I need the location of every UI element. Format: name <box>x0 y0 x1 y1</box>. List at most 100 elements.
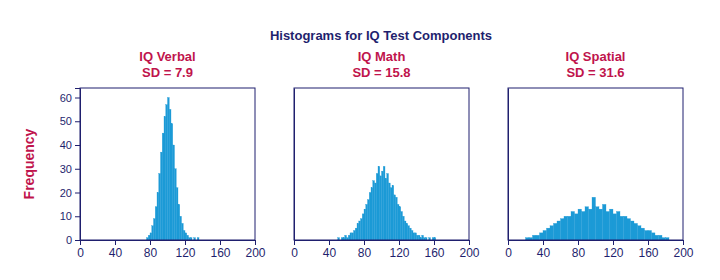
y-tick-label: 0 <box>66 234 72 246</box>
y-tick: 0 <box>66 234 80 246</box>
y-tick-label: 40 <box>60 139 72 151</box>
y-tick: 20 <box>60 187 80 199</box>
histogram-bar <box>399 207 401 240</box>
histogram-bar <box>359 221 361 240</box>
histogram-bar <box>166 105 168 240</box>
histogram-bar <box>383 166 385 240</box>
y-tick-label: 20 <box>60 187 72 199</box>
histogram-bar <box>380 176 382 240</box>
x-tick-label: 0 <box>505 246 512 260</box>
histogram-bar <box>154 219 156 240</box>
x-tick-mark <box>115 240 116 245</box>
histogram-bar <box>150 233 152 240</box>
histogram-bar <box>161 152 163 240</box>
histogram-bar <box>408 226 410 240</box>
x-tick-mark <box>150 240 151 245</box>
x-axis-line <box>81 241 256 246</box>
histogram-bar <box>620 216 624 240</box>
x-tick-label: 160 <box>638 246 658 260</box>
x-tick: 200 <box>459 240 479 260</box>
y-tick-mark <box>75 216 80 217</box>
histogram-bar <box>171 124 173 240</box>
histogram-bar <box>631 221 635 240</box>
histogram-bar <box>350 233 352 240</box>
bars <box>338 166 436 240</box>
histogram-bar <box>164 117 166 241</box>
plot-frame <box>80 88 255 240</box>
histogram-bar <box>376 174 378 241</box>
x-tick: 160 <box>210 240 230 260</box>
panel-subtitle: SD = 15.8 <box>352 65 410 80</box>
histogram-bar <box>422 235 424 240</box>
histogram-bar <box>148 235 150 240</box>
y-tick-mark <box>75 240 80 241</box>
histogram-bar <box>387 174 389 241</box>
histogram-bar <box>543 231 547 241</box>
histogram-bar <box>362 214 364 240</box>
histogram-bar <box>575 214 579 240</box>
x-tick-label: 80 <box>572 246 586 260</box>
histogram-bar <box>415 233 417 240</box>
panel-title: IQ Math <box>358 49 406 64</box>
x-tick-label: 40 <box>537 246 551 260</box>
histogram-bar <box>571 212 575 241</box>
histogram-bar <box>411 231 413 241</box>
histogram-bar <box>599 209 603 240</box>
histogram-bar <box>641 228 645 240</box>
histogram-bar <box>550 226 554 240</box>
histogram-bar <box>361 219 363 240</box>
histogram-bar <box>627 219 631 240</box>
x-tick-label: 80 <box>358 246 372 260</box>
histogram-bar <box>582 212 586 241</box>
histogram-bar <box>589 209 593 240</box>
histogram-bar <box>348 235 350 240</box>
histogram-bar <box>369 193 371 241</box>
x-axis: 04080120160200 <box>291 240 480 260</box>
x-axis-line <box>509 241 684 246</box>
panel: 040801201602000102030405060IQ VerbalSD =… <box>60 49 266 260</box>
histogram-bar <box>382 171 384 240</box>
x-tick: 40 <box>109 240 123 260</box>
histogram-bar <box>568 216 572 240</box>
histogram-bar <box>564 216 568 240</box>
histogram-bar <box>418 235 420 240</box>
panel-title: IQ Verbal <box>139 49 195 64</box>
x-tick: 200 <box>245 240 265 260</box>
y-axis <box>508 89 509 241</box>
histogram-bar <box>401 212 403 241</box>
y-tick-mark <box>75 98 80 99</box>
y-tick-label: 10 <box>60 210 72 222</box>
histogram-bar <box>413 233 415 240</box>
histogram-bar <box>645 231 649 241</box>
panel-subtitle: SD = 7.9 <box>142 65 193 80</box>
bars <box>526 197 670 240</box>
main-title: Histograms for IQ Test Components <box>270 28 492 43</box>
histogram-bar <box>155 207 157 240</box>
x-tick-mark <box>469 240 470 245</box>
histogram-bar <box>655 235 659 240</box>
bars <box>147 98 200 241</box>
histogram-bar <box>178 204 180 240</box>
y-tick: 30 <box>60 163 80 175</box>
x-tick: 200 <box>673 240 693 260</box>
histogram-bar <box>592 197 596 240</box>
histogram-bar <box>392 185 394 240</box>
plot-frame <box>294 88 469 240</box>
histogram-bar <box>357 223 359 240</box>
histogram-bar <box>617 212 621 241</box>
histogram-bar <box>373 181 375 240</box>
x-tick-mark <box>399 240 400 245</box>
chart: Histograms for IQ Test ComponentsFrequen… <box>0 0 720 280</box>
x-tick-label: 200 <box>245 246 265 260</box>
x-tick-mark <box>185 240 186 245</box>
histogram-bar <box>368 200 370 240</box>
x-tick-mark <box>255 240 256 245</box>
histogram-bar <box>397 204 399 240</box>
x-tick-label: 200 <box>459 246 479 260</box>
histogram-bar <box>596 207 600 240</box>
x-tick: 40 <box>537 240 551 260</box>
y-axis-line <box>75 89 81 241</box>
panel: 04080120160200IQ SpatialSD = 31.6 <box>505 49 694 260</box>
histogram-bar <box>606 212 610 241</box>
x-tick-mark <box>329 240 330 245</box>
